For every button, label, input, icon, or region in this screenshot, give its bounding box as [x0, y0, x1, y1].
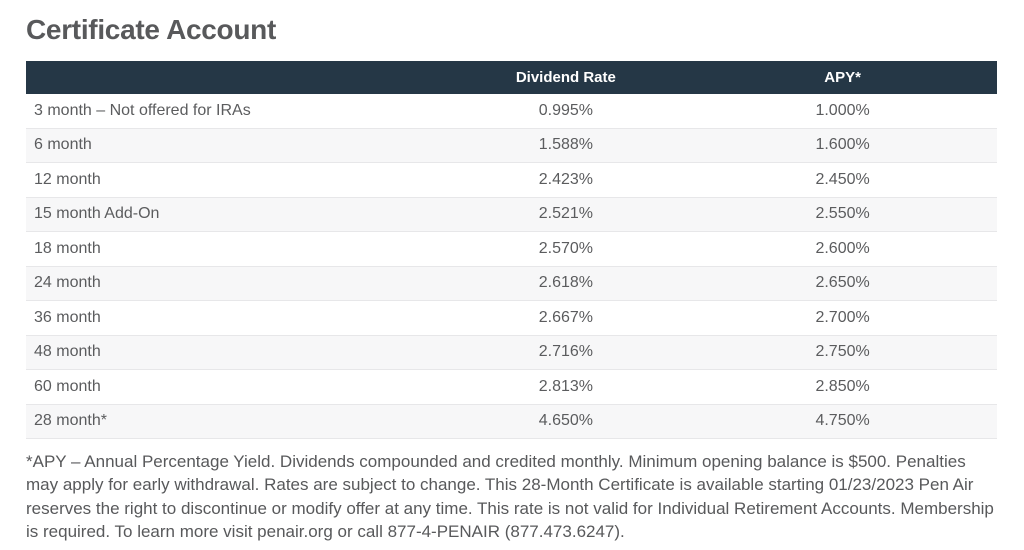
apy-cell: 2.650%	[815, 274, 870, 292]
apy-column-header: APY*	[824, 69, 861, 86]
apy-cell: 2.850%	[815, 377, 870, 395]
certificate-rates-table: Dividend Rate APY* 3 month – Not offered…	[26, 61, 997, 439]
table-row: 48 month 2.716% 2.750%	[26, 335, 997, 370]
dividend-rate-cell: 2.813%	[538, 377, 593, 395]
dividend-rate-cell: 2.423%	[538, 170, 593, 188]
table-row: 28 month* 4.650% 4.750%	[26, 404, 997, 439]
apy-cell: 4.750%	[815, 412, 870, 430]
dividend-rate-cell: 2.570%	[538, 239, 593, 257]
table-row: 12 month 2.423% 2.450%	[26, 163, 997, 198]
table-row: 18 month 2.570% 2.600%	[26, 232, 997, 267]
table-body: 3 month – Not offered for IRAs 0.995% 1.00…	[26, 94, 997, 439]
table-row: 15 month Add-On 2.521% 2.550%	[26, 197, 997, 232]
dividend-rate-cell: 0.995%	[538, 101, 593, 119]
table-row: 3 month – Not offered for IRAs 0.995% 1.00…	[26, 94, 997, 129]
table-row: 24 month 2.618% 2.650%	[26, 266, 997, 301]
dividend-rate-column-header: Dividend Rate	[515, 69, 616, 86]
apy-cell: 2.450%	[815, 170, 870, 188]
apy-cell: 2.550%	[815, 205, 870, 223]
apy-cell: 2.750%	[815, 343, 870, 361]
table-row: 36 month 2.667% 2.700%	[26, 301, 997, 336]
apy-cell: 2.700%	[815, 308, 870, 326]
term-cell: 24 month	[34, 274, 101, 292]
dividend-rate-cell: 2.716%	[538, 343, 593, 361]
table-row: 60 month 2.813% 2.850%	[26, 370, 997, 405]
term-cell: 28 month*	[34, 412, 107, 430]
term-cell: 15 month Add-On	[34, 205, 160, 223]
term-cell: 60 month	[34, 377, 101, 395]
apy-cell: 2.600%	[815, 239, 870, 257]
term-cell: 36 month	[34, 308, 101, 326]
dividend-rate-cell: 2.667%	[538, 308, 593, 326]
dividend-rate-cell: 2.618%	[538, 274, 593, 292]
table-header-row: Dividend Rate APY*	[26, 61, 997, 94]
dividend-rate-cell: 2.521%	[538, 205, 593, 223]
term-cell: 48 month	[34, 343, 101, 361]
term-cell: 12 month	[34, 170, 101, 188]
apy-cell: 1.000%	[815, 101, 870, 119]
term-cell: 3 month – Not offered for IRAs	[34, 101, 251, 119]
apy-disclaimer-footnote: *APY – Annual Percentage Yield. Dividend…	[26, 452, 994, 541]
term-cell: 18 month	[34, 239, 101, 257]
dividend-rate-cell: 4.650%	[538, 412, 593, 430]
apy-cell: 1.600%	[815, 136, 870, 154]
page-title: Certificate Account	[26, 14, 276, 45]
term-cell: 6 month	[34, 136, 92, 154]
table-row: 6 month 1.588% 1.600%	[26, 128, 997, 163]
dividend-rate-cell: 1.588%	[538, 136, 593, 154]
